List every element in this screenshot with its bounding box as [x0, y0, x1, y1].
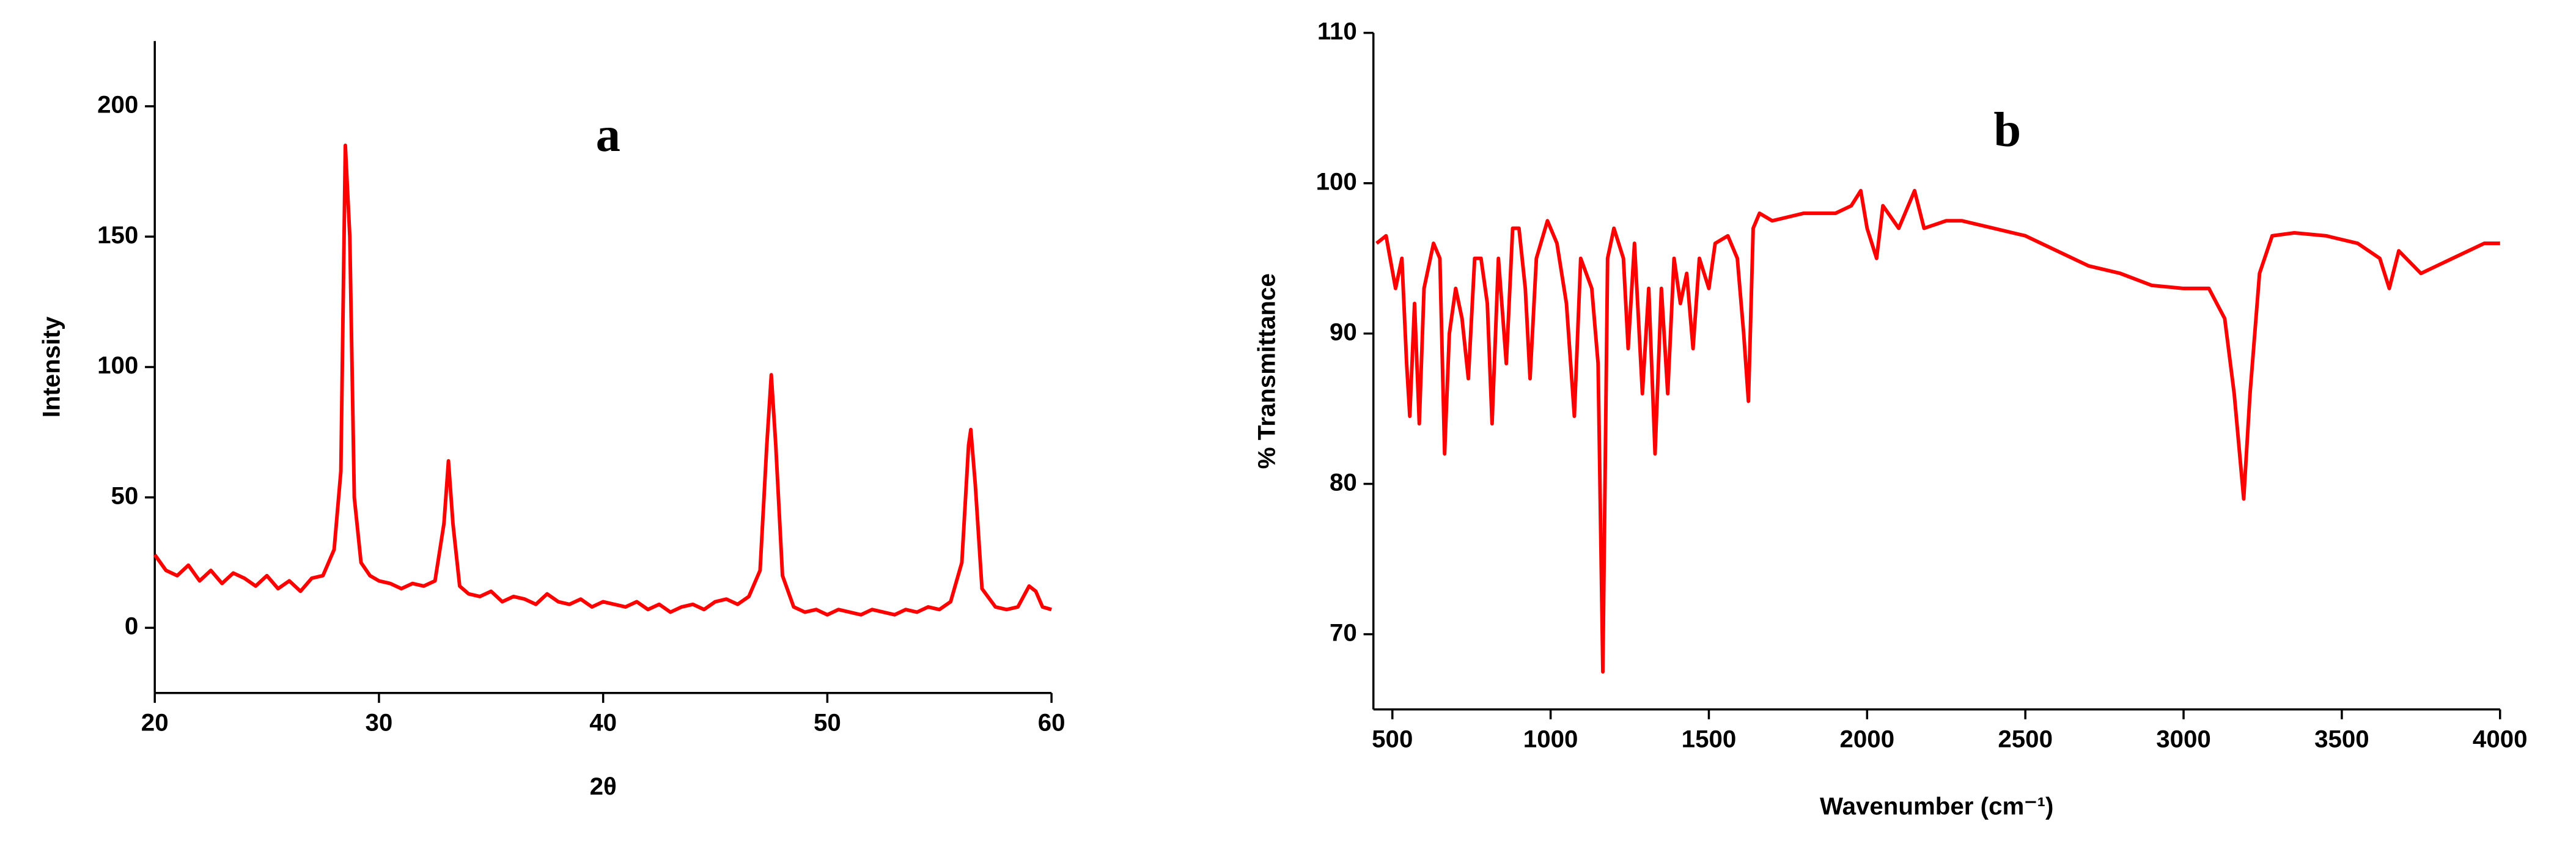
- x-axis-label: Wavenumber (cm⁻¹): [1820, 792, 2053, 820]
- y-axis-label: Intensity: [37, 316, 65, 417]
- x-axis-label: 2θ: [590, 773, 617, 800]
- data-line: [153, 143, 1052, 617]
- x-tick-label: 40: [589, 708, 617, 736]
- y-tick-label: 110: [1317, 17, 1357, 45]
- data-line: [1375, 189, 2500, 674]
- y-tick-label: 90: [1330, 318, 1357, 345]
- y-tick-label: 100: [97, 351, 138, 379]
- x-tick-label: 500: [1372, 725, 1413, 752]
- y-tick-label: 0: [125, 612, 138, 640]
- x-tick-label: 3500: [2314, 725, 2369, 752]
- y-tick-label: 100: [1316, 167, 1357, 195]
- x-tick-label: 1000: [1523, 725, 1578, 752]
- y-tick-label: 150: [97, 221, 138, 249]
- panel-label: b: [1993, 103, 2021, 157]
- x-tick-label: 1500: [1682, 725, 1737, 752]
- panel-label: a: [596, 108, 620, 162]
- x-tick-label: 2500: [1998, 725, 2053, 752]
- y-tick-label: 50: [111, 482, 139, 509]
- y-axis-label: % Transmittance: [1253, 273, 1280, 469]
- y-tick-label: 80: [1330, 468, 1357, 496]
- x-tick-label: 3000: [2156, 725, 2211, 752]
- x-tick-label: 60: [1038, 708, 1065, 736]
- x-tick-label: 30: [366, 708, 393, 736]
- x-tick-label: 50: [814, 708, 841, 736]
- x-tick-label: 4000: [2473, 725, 2528, 752]
- y-tick-label: 70: [1330, 619, 1357, 646]
- x-tick-label: 20: [141, 708, 169, 736]
- y-tick-label: 200: [97, 90, 138, 118]
- x-tick-label: 2000: [1840, 725, 1895, 752]
